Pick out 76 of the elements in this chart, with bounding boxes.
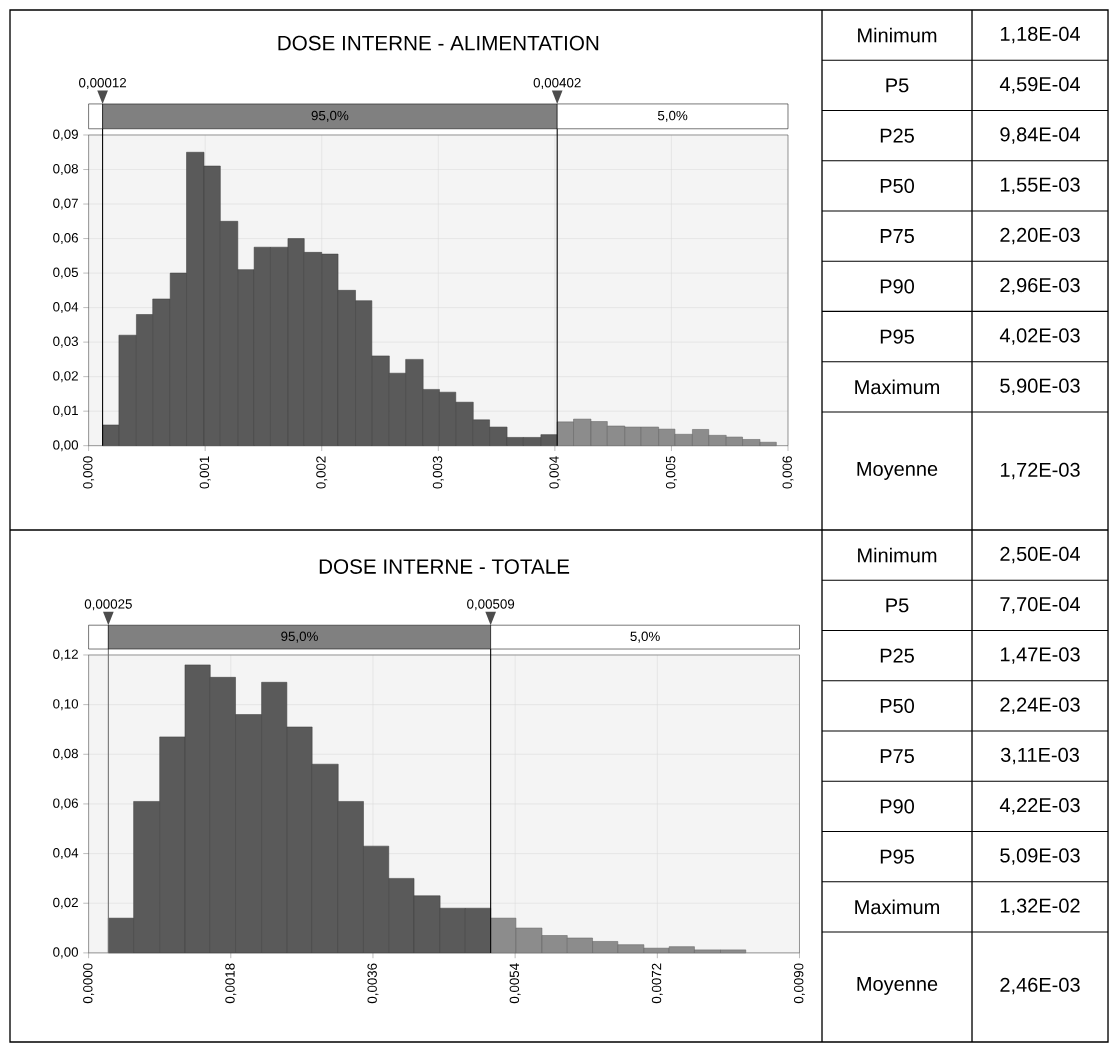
text: 4,02E-03 — [999, 328, 1080, 345]
y-tick-label: 0,05 — [53, 267, 78, 279]
y-tick-label: 0,04 — [53, 302, 79, 314]
category-label: P95 — [880, 329, 914, 344]
text: 3,11E-03 — [1000, 747, 1079, 765]
text: 7,70E-04 — [1000, 597, 1080, 614]
category-label: Minimum — [858, 27, 937, 43]
y-tick-label: 0,00 — [53, 947, 79, 959]
category-label: P90 — [880, 279, 915, 294]
text: 2,50E-04 — [1000, 546, 1080, 564]
ref-line-label: 0,00402 — [533, 77, 581, 89]
y-tick-label: 0,03 — [53, 336, 78, 348]
y-tick-label: 0,10 — [53, 699, 79, 711]
x-tick-label: 0,0054 — [509, 963, 521, 1004]
category-label: P25 — [880, 648, 914, 663]
category-label: Moyenne — [857, 977, 938, 995]
category-label: P5 — [886, 78, 909, 93]
text: 4,59E-04 — [999, 77, 1080, 94]
category-label: Minimum — [858, 547, 937, 563]
y-tick-label: 0,08 — [53, 164, 78, 176]
y-tick-label: 0,06 — [53, 798, 78, 810]
y-tick-label: 0,12 — [53, 649, 78, 661]
category-label: P75 — [880, 229, 914, 244]
text: 95,0% — [281, 631, 318, 643]
y-tick-label: 0,02 — [53, 371, 78, 383]
category-label: Moyenne — [857, 462, 938, 480]
x-tick-label: 0,004 — [549, 456, 561, 489]
text: 1,32E-02 — [1000, 898, 1080, 916]
text: 9,84E-04 — [1000, 127, 1080, 144]
category-label: P90 — [880, 799, 915, 814]
y-tick-label: 0,00 — [53, 440, 79, 452]
text: 1,55E-03 — [1000, 177, 1080, 195]
x-tick-label: 0,000 — [83, 456, 95, 489]
category-label: Maximum — [855, 899, 939, 915]
ref-line-label: 0,00025 — [84, 599, 132, 611]
ref-line-label: 0,00012 — [79, 77, 127, 89]
text: 2,24E-03 — [1000, 697, 1080, 715]
y-tick-label: 0,07 — [53, 198, 78, 210]
text: 2,20E-03 — [1000, 227, 1080, 245]
x-tick-label: 0,0018 — [225, 963, 237, 1004]
y-tick-label: 0,01 — [53, 405, 78, 417]
text: 2,46E-03 — [1000, 977, 1080, 995]
text: 1,72E-03 — [1000, 462, 1080, 480]
text: 95,0% — [311, 110, 349, 122]
text: 4,22E-03 — [999, 798, 1080, 815]
chart-title: DOSE INTERNE - TOTALE — [319, 559, 570, 574]
y-tick-label: 0,09 — [53, 129, 78, 141]
x-tick-label: 0,003 — [432, 456, 444, 489]
x-tick-label: 0,0072 — [651, 963, 663, 1004]
text: 5,09E-03 — [1000, 848, 1080, 865]
text: 1,18E-04 — [1000, 26, 1080, 44]
category-label: P95 — [880, 849, 914, 864]
text: 5,0% — [657, 110, 688, 122]
category-label: Maximum — [855, 379, 939, 395]
x-tick-label: 0,0000 — [83, 963, 95, 1004]
category-label: P50 — [880, 698, 915, 713]
y-tick-label: 0,06 — [53, 233, 78, 245]
category-label: P25 — [880, 128, 914, 143]
category-label: P75 — [880, 749, 914, 764]
x-tick-label: 0,001 — [199, 456, 211, 489]
x-tick-label: 0,005 — [665, 456, 677, 489]
x-tick-label: 0,0090 — [793, 963, 806, 1004]
chart-title: DOSE INTERNE - ALIMENTATION — [278, 35, 599, 51]
y-tick-label: 0,02 — [53, 897, 78, 909]
text: 5,0% — [630, 631, 660, 643]
y-tick-label: 0,08 — [53, 748, 78, 760]
category-label: P5 — [886, 598, 909, 613]
text: 5,90E-03 — [1000, 378, 1080, 396]
y-tick-label: 0,04 — [53, 848, 79, 860]
x-tick-label: 0,006 — [782, 456, 794, 489]
text: 2,96E-03 — [1000, 278, 1080, 295]
x-tick-label: 0,002 — [316, 456, 328, 489]
text: 1,47E-03 — [1000, 647, 1080, 664]
x-tick-label: 0,0036 — [367, 963, 379, 1004]
category-label: P50 — [880, 178, 915, 193]
ref-line-label: 0,00509 — [467, 599, 515, 611]
